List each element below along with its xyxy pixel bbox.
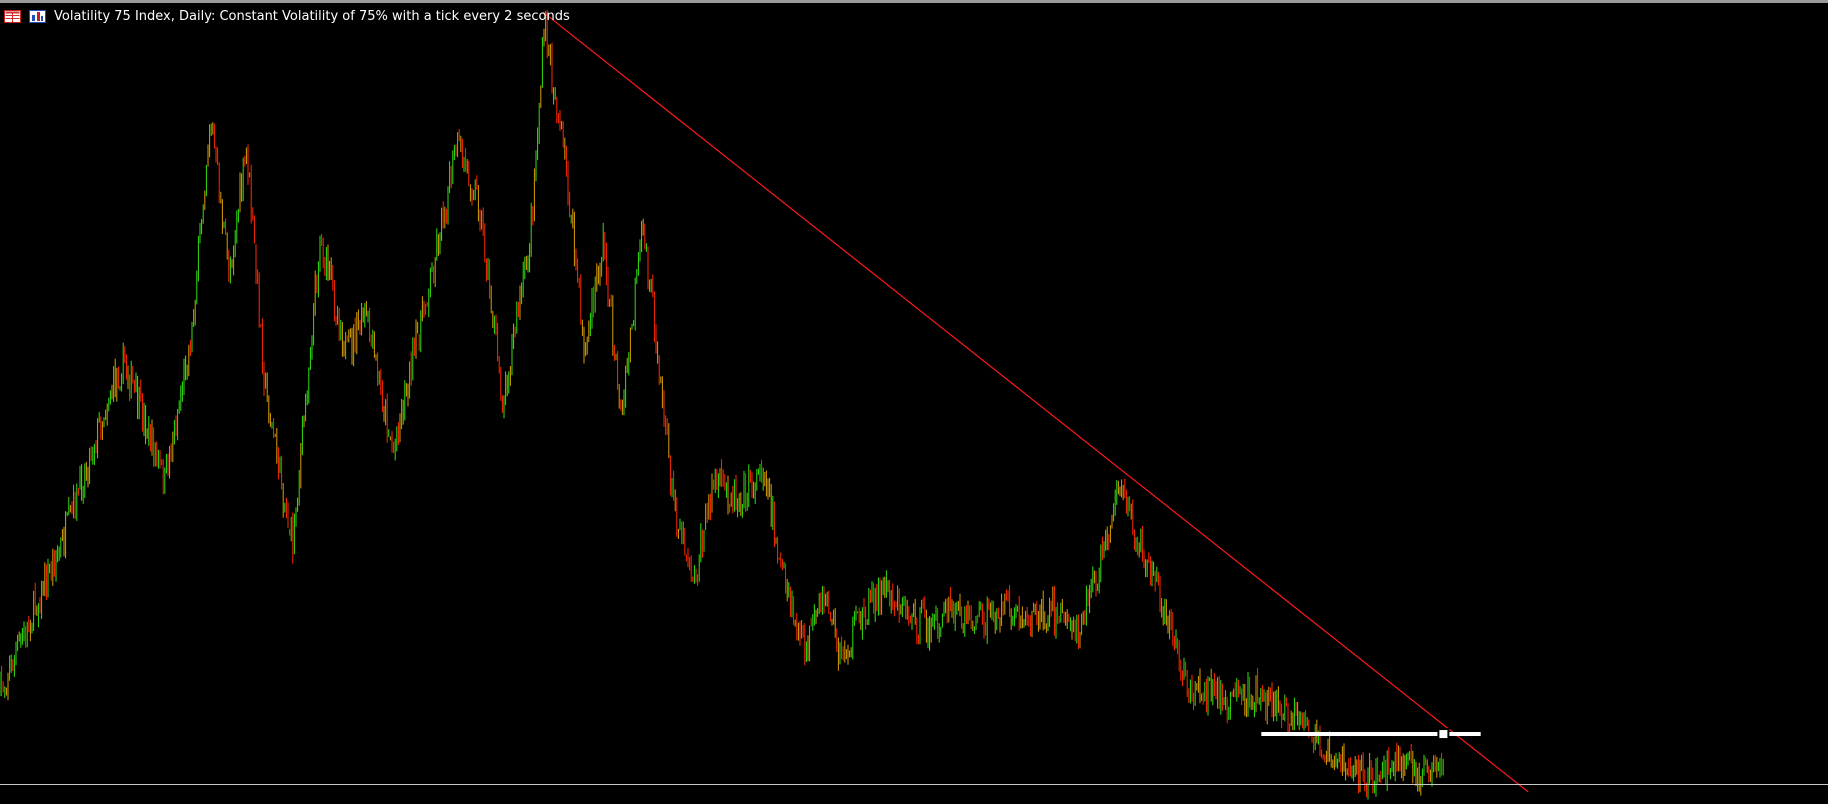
candles-group <box>0 9 1444 800</box>
chart-title-bar: Volatility 75 Index, Daily: Constant Vol… <box>4 7 570 25</box>
trendline <box>542 11 1529 793</box>
level-handle-icon <box>1437 728 1450 741</box>
window-top-border <box>0 0 1828 3</box>
chart-bottom-border <box>0 784 1828 785</box>
table-icon[interactable] <box>4 9 21 23</box>
chart-type-icon[interactable] <box>29 9 46 23</box>
chart-title: Volatility 75 Index, Daily: Constant Vol… <box>54 8 570 24</box>
